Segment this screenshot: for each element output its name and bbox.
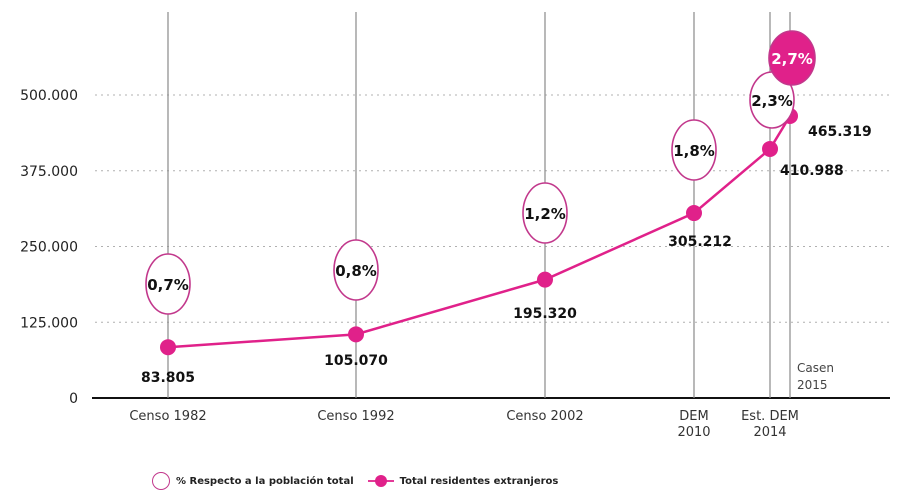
y-tick-label: 250.000	[20, 240, 78, 256]
percentage-label: 2,7%	[771, 50, 813, 68]
category-label: 2014	[753, 425, 786, 440]
y-tick-label: 125.000	[20, 315, 78, 331]
data-label: 83.805	[141, 370, 195, 386]
percentage-bubble	[145, 253, 191, 315]
category-label: Casen	[797, 361, 834, 375]
legend-label-percentage: % Respecto a la población total	[176, 475, 354, 487]
y-tick-label: 375.000	[20, 164, 78, 180]
category-label: Censo 1982	[129, 409, 206, 424]
category-label: Censo 1992	[317, 409, 394, 424]
data-label: 410.988	[780, 163, 844, 179]
line-chart: 0 125.000 250.000 375.000 500.000 Censo 1982 C…	[20, 12, 890, 440]
category-label: Censo 2002	[506, 409, 583, 424]
percentage-bubble	[522, 182, 568, 244]
category-label: DEM	[679, 409, 708, 424]
y-tick-label: 500.000	[20, 88, 78, 104]
legend-circle-swatch	[152, 472, 170, 490]
percentage-bubble	[333, 239, 379, 301]
data-point	[686, 205, 702, 222]
data-point	[762, 140, 778, 157]
category-label: 2015	[797, 378, 828, 392]
legend-item-percentage: % Respecto a la población total	[152, 472, 354, 490]
data-point	[348, 326, 364, 343]
category-label: 2010	[677, 425, 710, 440]
percentage-label: 1,2%	[524, 205, 566, 223]
data-point	[537, 271, 553, 288]
percentage-bubble	[671, 119, 717, 181]
legend-label-total: Total residentes extranjeros	[399, 475, 559, 487]
legend-line-marker-swatch	[367, 472, 394, 490]
data-label: 305.212	[668, 234, 732, 250]
percentage-bubble	[768, 30, 816, 86]
legend-item-total: Total residentes extranjeros	[367, 472, 559, 490]
y-tick-label: 0	[69, 391, 78, 407]
data-point	[160, 339, 176, 356]
percentage-label: 2,3%	[751, 92, 793, 110]
chart-legend: % Respecto a la población total Total re…	[152, 472, 572, 490]
data-label: 105.070	[324, 353, 388, 369]
data-label: 465.319	[808, 124, 872, 140]
percentage-label: 0,8%	[335, 262, 377, 280]
percentage-label: 0,7%	[147, 276, 189, 294]
category-label: Est. DEM	[741, 409, 799, 424]
data-label: 195.320	[513, 306, 577, 322]
percentage-label: 1,8%	[673, 142, 715, 160]
